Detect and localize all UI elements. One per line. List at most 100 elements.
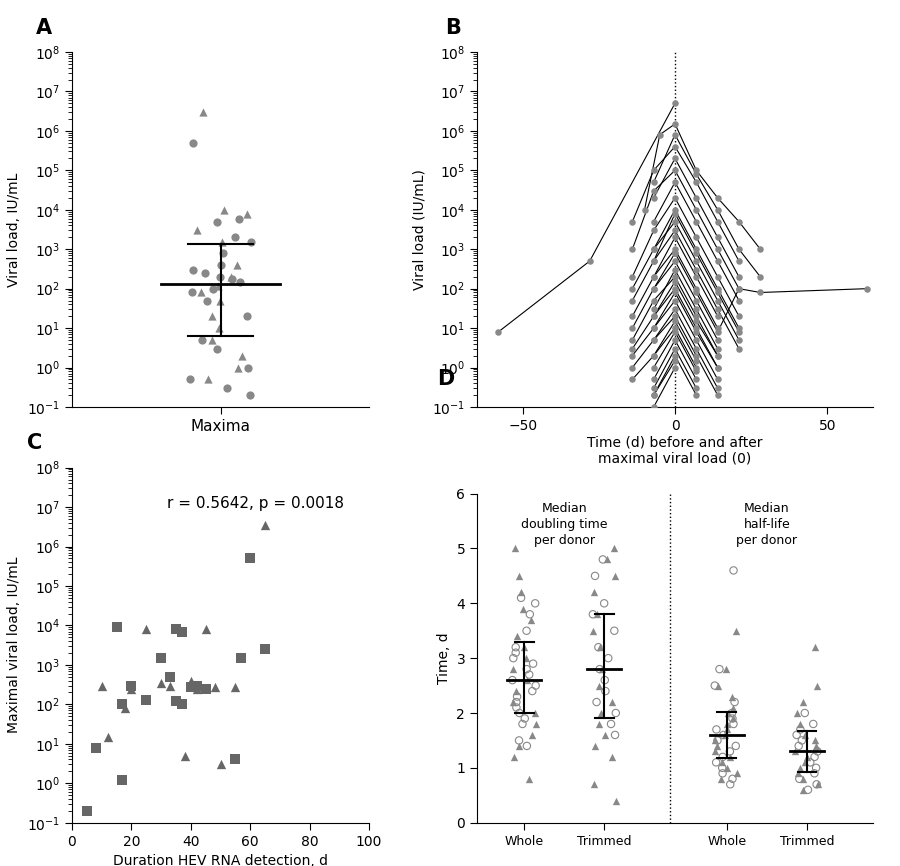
Point	[216, 203, 230, 216]
Point	[79, 804, 94, 818]
Point	[224, 270, 238, 284]
Point	[646, 302, 661, 316]
Point	[689, 203, 704, 216]
Point	[668, 230, 682, 244]
Point	[215, 236, 230, 249]
Point	[646, 215, 661, 229]
Point	[689, 314, 704, 328]
Point	[668, 96, 682, 110]
Point	[626, 372, 640, 386]
Point	[689, 381, 704, 395]
Point	[646, 309, 661, 323]
Point	[811, 778, 825, 792]
Point	[689, 281, 704, 295]
Point	[94, 679, 109, 693]
Point	[732, 281, 746, 295]
Point	[753, 286, 768, 300]
Point	[646, 381, 661, 395]
Point	[514, 585, 528, 599]
Point	[510, 689, 525, 703]
Point	[716, 766, 730, 780]
Point	[594, 706, 608, 720]
Point	[729, 624, 743, 637]
Point	[626, 333, 640, 347]
Point	[175, 624, 189, 638]
Point	[668, 286, 682, 300]
Point	[668, 246, 682, 260]
Point	[710, 739, 724, 753]
X-axis label: Time (d) before and after
maximal viral load (0): Time (d) before and after maximal viral …	[587, 436, 763, 466]
Point	[689, 167, 704, 181]
Point	[646, 400, 661, 414]
Point	[725, 712, 740, 726]
Point	[516, 717, 530, 731]
Point	[798, 728, 813, 742]
Point	[710, 321, 724, 335]
Point	[710, 309, 724, 323]
Point	[796, 772, 810, 785]
Point	[608, 624, 622, 637]
Point	[212, 321, 226, 335]
Point	[519, 739, 534, 753]
Point	[514, 591, 528, 604]
Point	[646, 270, 661, 284]
Point	[790, 766, 805, 780]
Point	[586, 624, 600, 637]
Point	[605, 750, 619, 764]
Point	[646, 242, 661, 256]
Point	[507, 695, 521, 709]
Point	[124, 679, 139, 693]
Point	[646, 242, 661, 256]
Point	[646, 254, 661, 268]
Point	[689, 309, 704, 323]
Point	[646, 321, 661, 335]
Point	[582, 254, 597, 268]
Point	[213, 270, 228, 284]
Point	[732, 333, 746, 347]
Point	[710, 294, 724, 307]
Point	[154, 676, 168, 690]
Point	[732, 281, 746, 295]
Point	[732, 215, 746, 229]
Point	[194, 333, 209, 347]
Point	[732, 325, 746, 339]
Point	[689, 372, 704, 386]
Point	[512, 734, 526, 747]
Point	[230, 360, 245, 374]
Point	[668, 342, 682, 356]
Point	[732, 270, 746, 284]
Point	[726, 701, 741, 714]
Point	[732, 294, 746, 307]
Point	[594, 662, 608, 676]
Point	[589, 739, 603, 753]
Point	[608, 569, 622, 583]
Point	[626, 342, 640, 356]
Point	[235, 349, 249, 363]
Point	[707, 679, 722, 693]
Point	[807, 766, 822, 780]
Point	[727, 695, 742, 709]
Point	[720, 722, 734, 736]
Point	[220, 381, 234, 395]
Point	[809, 679, 824, 693]
Point	[154, 651, 168, 665]
Point	[792, 772, 806, 785]
Point	[712, 662, 726, 676]
Point	[668, 360, 682, 374]
Point	[689, 388, 704, 402]
Point	[723, 745, 737, 759]
Point	[668, 314, 682, 328]
Point	[626, 270, 640, 284]
Point	[689, 349, 704, 363]
Point	[800, 750, 814, 764]
Point	[689, 263, 704, 277]
Point	[519, 651, 534, 665]
Point	[177, 749, 192, 763]
Point	[175, 697, 189, 711]
Point	[646, 294, 661, 307]
Point	[512, 739, 526, 753]
Point	[689, 270, 704, 284]
Point	[689, 342, 704, 356]
Point	[668, 325, 682, 339]
Point	[229, 680, 243, 694]
